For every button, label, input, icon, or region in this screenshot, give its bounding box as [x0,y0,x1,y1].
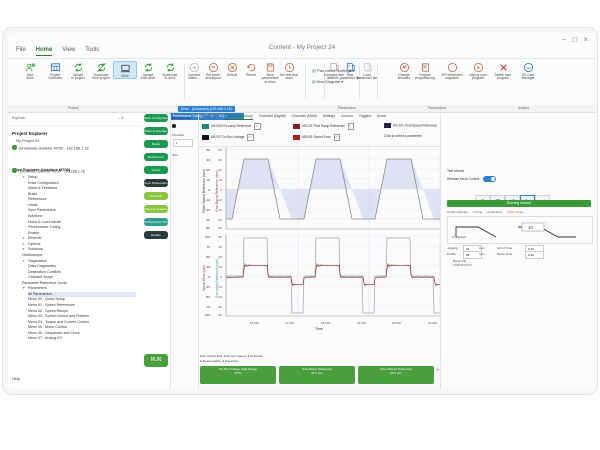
svg-text:-25: -25 [206,208,211,212]
svg-text:25: 25 [207,168,211,172]
svg-text:-40: -40 [206,218,211,222]
svg-text:60: 60 [219,235,223,239]
svg-text:-100: -100 [204,313,210,317]
svg-text:Speed Error (rpm): Speed Error (rpm) [202,265,206,292]
svg-text:25: 25 [207,265,211,269]
svg-text:40: 40 [219,245,223,249]
svg-text:10: 10 [219,265,223,269]
svg-text:40: 40 [207,158,211,162]
svg-text:10: 10 [528,225,533,230]
svg-text:0: 0 [208,188,210,192]
svg-text:-40: -40 [218,305,223,309]
svg-text:-50: -50 [218,313,223,317]
svg-text:60: 60 [219,148,223,152]
svg-text:50: 50 [207,255,211,259]
svg-text:20: 20 [219,168,223,172]
svg-text:-75: -75 [206,305,211,309]
svg-text:-40: -40 [218,218,223,222]
svg-text:0: 0 [220,275,222,279]
svg-text:-50: -50 [206,295,211,299]
svg-text:0: 0 [220,188,222,192]
svg-text:20: 20 [219,255,223,259]
svg-text:10: 10 [219,178,223,182]
svg-text:Fixed Speed Reference (rpm): Fixed Speed Reference (rpm) [202,169,206,212]
svg-text:Pre-ramp Reference (rpm): Pre-ramp Reference (rpm) [215,259,219,298]
svg-text:-50: -50 [206,226,211,230]
svg-text:0: 0 [208,275,210,279]
svg-text:100: 100 [205,235,210,239]
svg-text:-50: -50 [218,226,223,230]
svg-text:Post Ramp Reference (rpm): Post Ramp Reference (rpm) [215,170,219,211]
svg-text:-25: -25 [206,285,211,289]
svg-text:-10: -10 [206,198,211,202]
svg-text:10: 10 [207,178,211,182]
svg-text:75: 75 [207,245,211,249]
svg-text:40: 40 [219,158,223,162]
svg-text:50: 50 [207,148,211,152]
